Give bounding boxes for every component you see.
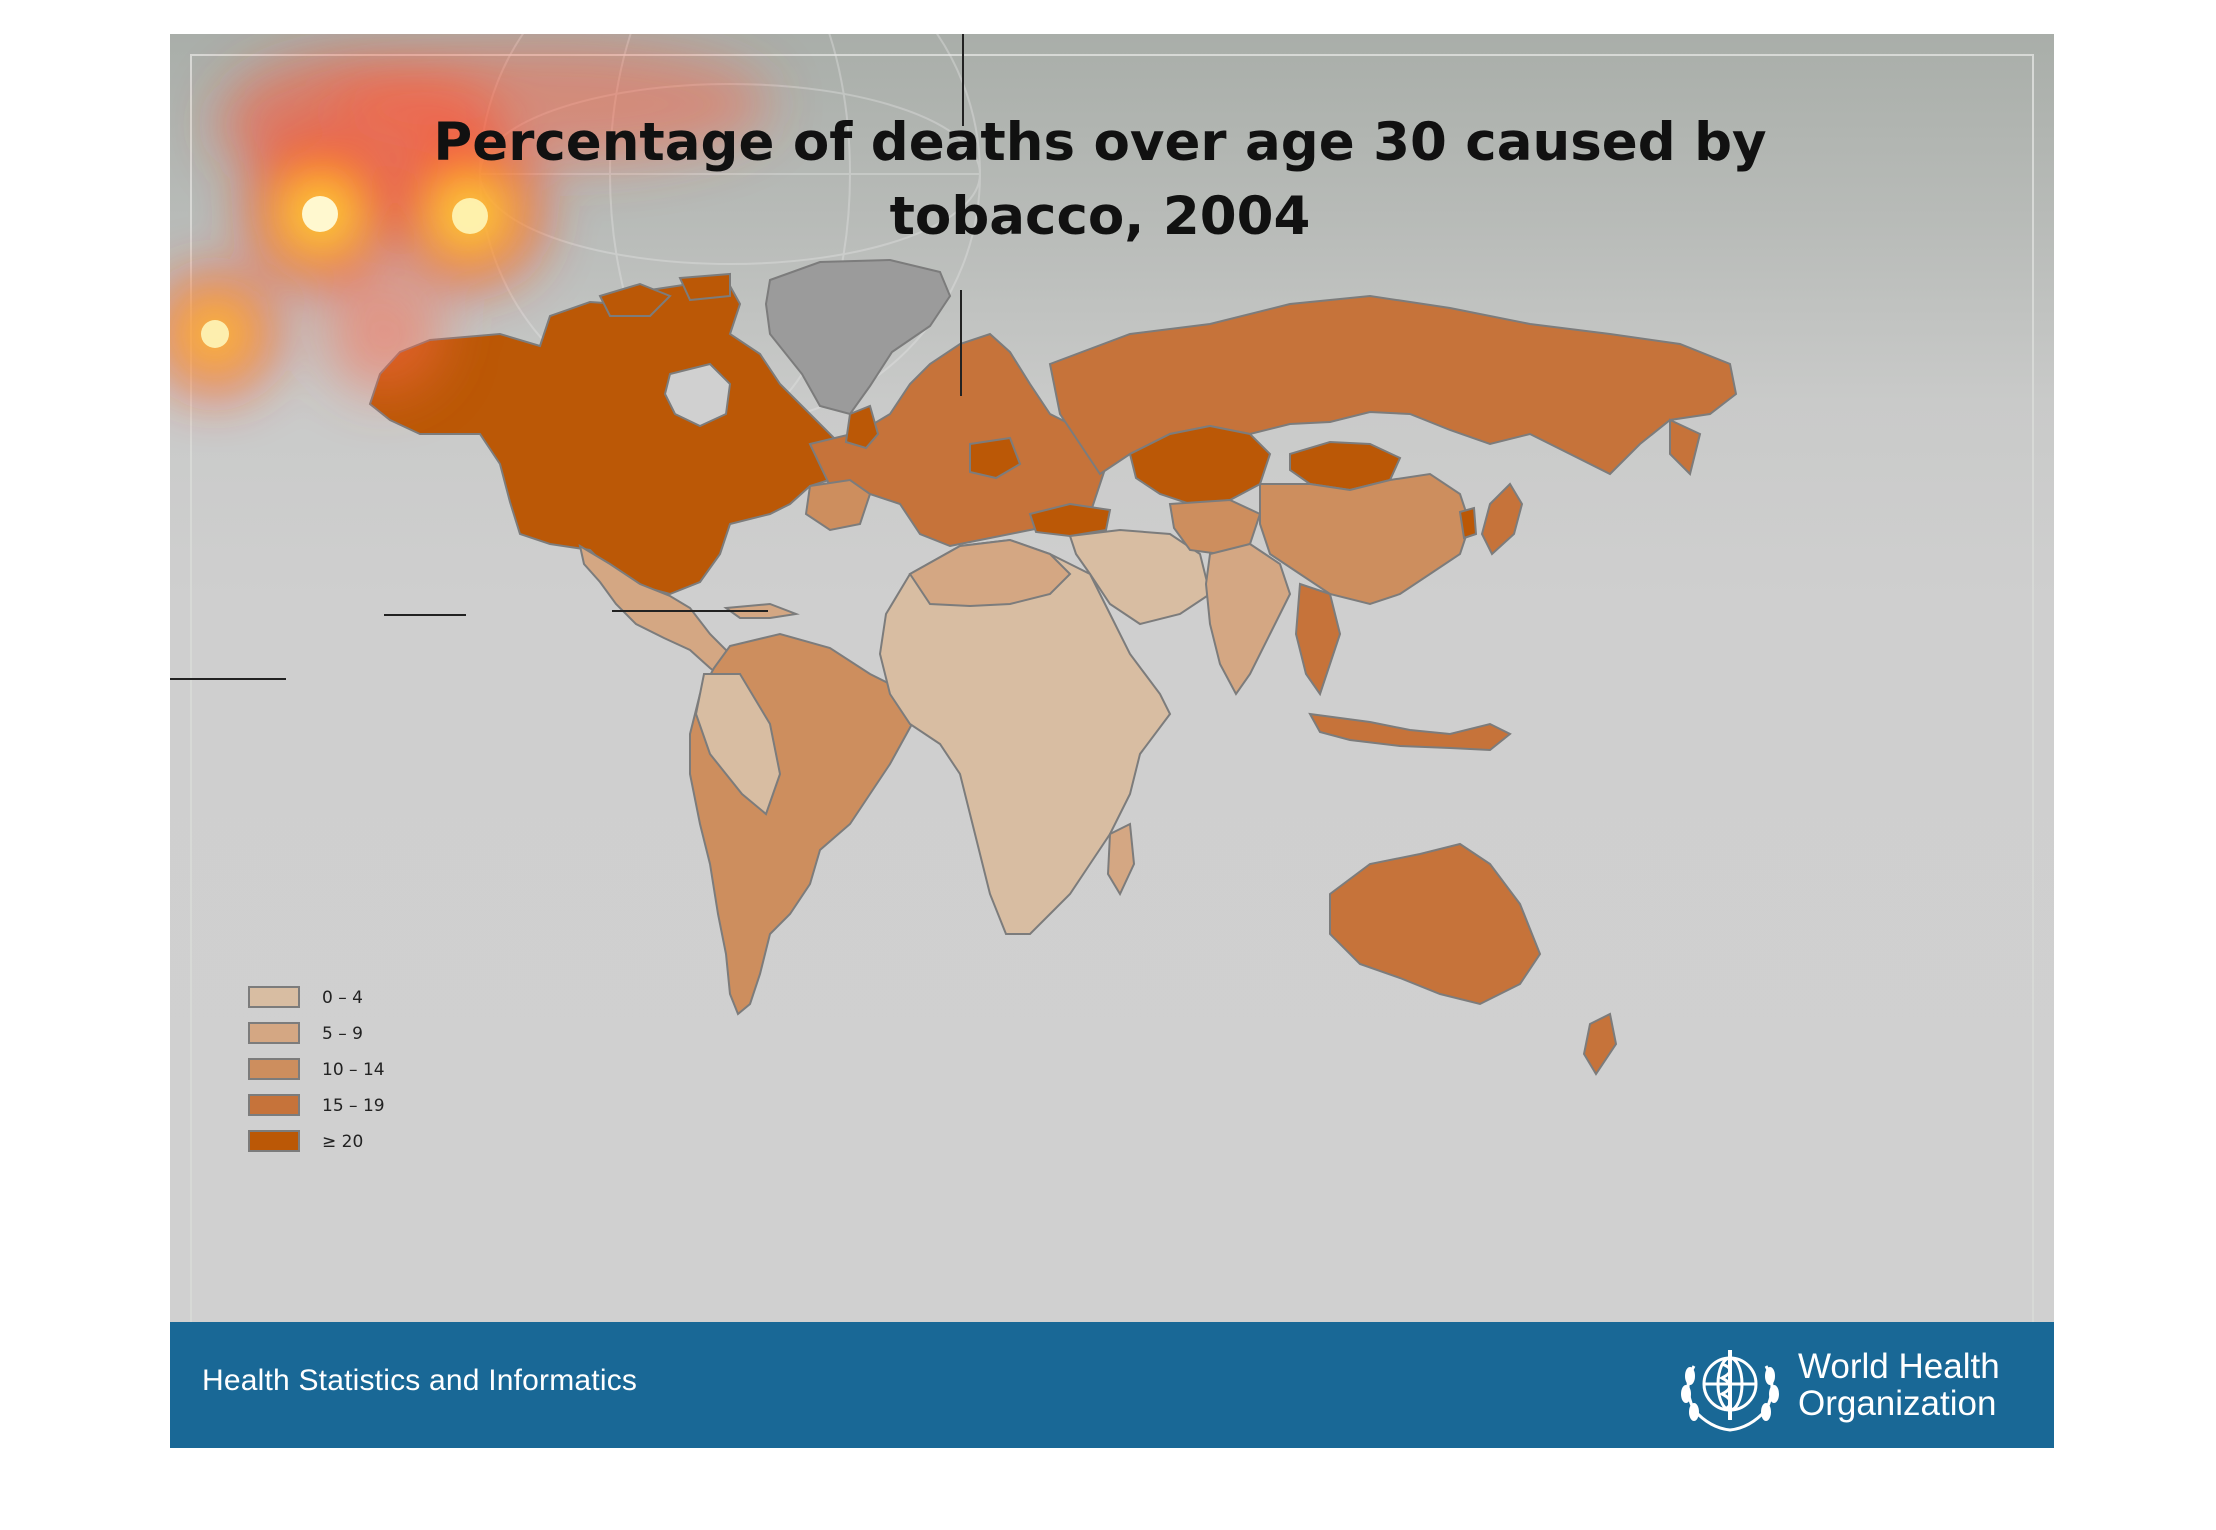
region-japan <box>1480 482 1524 556</box>
region-kamchatka <box>1669 418 1702 476</box>
legend-item-10-14: 10 – 14 <box>248 1058 408 1082</box>
who-name-line2: Organization <box>1798 1384 1997 1423</box>
who-name-logo: World Health Organization <box>1798 1348 2000 1422</box>
region-north-africa <box>908 538 1072 608</box>
region-iberia <box>804 478 872 532</box>
legend-label-5-9: 5 – 9 <box>322 1024 363 1044</box>
guide-line-horizontal-1 <box>384 614 466 616</box>
legend-item-20-plus: ≥ 20 <box>248 1130 408 1154</box>
region-uk <box>844 404 880 450</box>
region-australia <box>1329 842 1542 1006</box>
world-map <box>170 34 1738 1076</box>
map-title: Percentage of deaths over age 30 caused … <box>433 112 1767 247</box>
who-name-line1: World Health <box>1798 1347 2000 1386</box>
region-korea <box>1458 506 1478 540</box>
region-china <box>1259 472 1472 606</box>
legend-label-15-19: 15 – 19 <box>322 1096 385 1116</box>
legend-item-15-19: 15 – 19 <box>248 1094 408 1118</box>
guide-line-horizontal-2 <box>612 610 768 612</box>
region-arctic-islands <box>598 272 731 317</box>
region-africa <box>878 538 1172 935</box>
legend-swatch-5-9 <box>248 1022 300 1044</box>
legend-item-5-9: 5 – 9 <box>248 1022 408 1046</box>
water-hudson-bay <box>663 362 732 428</box>
region-turkey <box>1028 502 1112 538</box>
region-middle-east <box>1068 528 1212 626</box>
legend-swatch-15-19 <box>248 1094 300 1116</box>
region-indonesia <box>1308 712 1512 752</box>
legend-item-0-4: 0 – 4 <box>248 986 408 1010</box>
legend-swatch-20-plus <box>248 1130 300 1152</box>
legend-label-10-14: 10 – 14 <box>322 1060 385 1080</box>
guide-line-horizontal-3 <box>170 678 286 680</box>
footer-department-text: Health Statistics and Informatics <box>202 1364 638 1397</box>
region-madagascar <box>1106 822 1136 897</box>
region-new-zealand <box>1582 1012 1618 1076</box>
region-india <box>1204 542 1292 696</box>
legend-label-0-4: 0 – 4 <box>322 988 363 1008</box>
region-andes-light <box>694 673 782 816</box>
legend-swatch-10-14 <box>248 1058 300 1080</box>
slide: Percentage of deaths over age 30 caused … <box>170 34 2054 1448</box>
legend-swatch-0-4 <box>248 986 300 1008</box>
legend-label-20-plus: ≥ 20 <box>322 1132 364 1152</box>
region-greenland <box>764 258 952 416</box>
heat-cores <box>201 196 488 348</box>
footer-bar: Health Statistics and Informatics World … <box>170 1322 2054 1448</box>
region-poland <box>969 436 1022 480</box>
region-se-asia <box>1294 582 1342 697</box>
guide-line-vertical-mid <box>960 290 962 396</box>
guide-line-vertical-top <box>962 34 964 126</box>
who-emblem-icon <box>1681 1350 1779 1432</box>
